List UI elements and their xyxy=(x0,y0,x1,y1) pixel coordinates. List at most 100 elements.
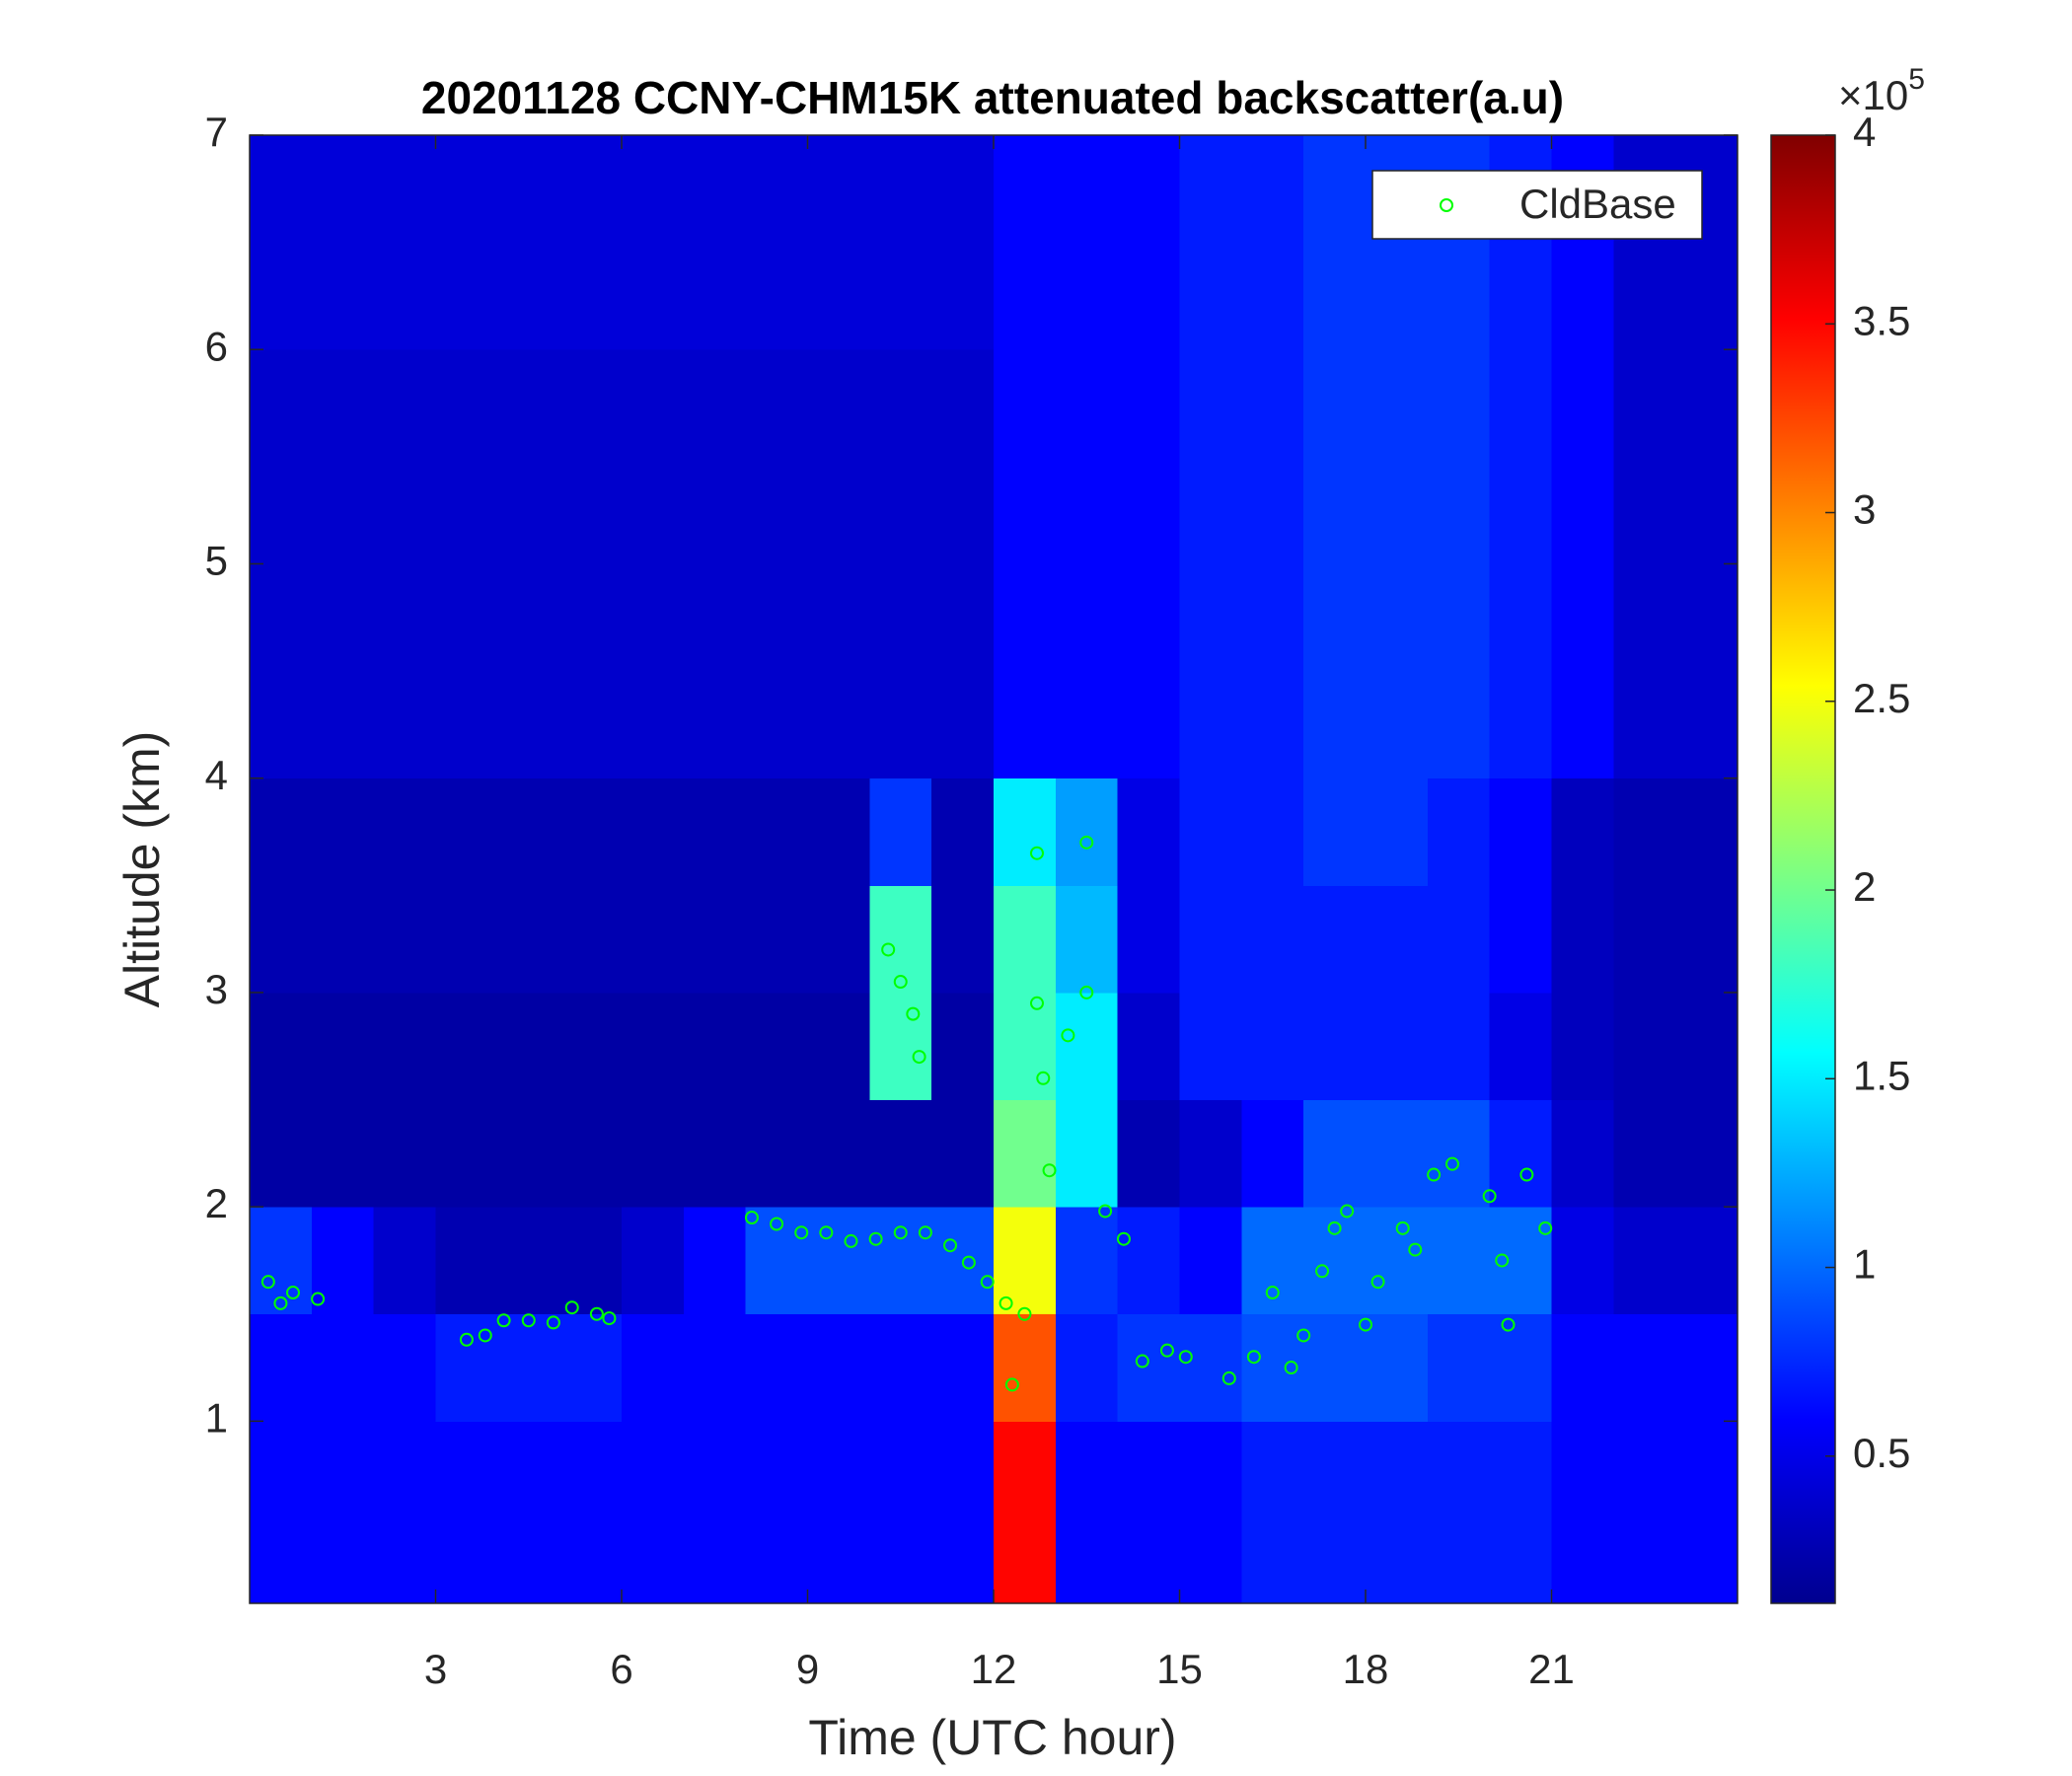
heatmap-cell xyxy=(311,777,375,886)
heatmap-cell xyxy=(1366,1313,1429,1422)
heatmap-cell xyxy=(1366,1207,1429,1315)
heatmap-cell xyxy=(435,1313,498,1422)
heatmap-cell xyxy=(745,349,808,458)
heatmap-cell xyxy=(1241,1099,1304,1208)
cloud-base-point xyxy=(564,1300,579,1315)
heatmap-cell xyxy=(931,885,995,994)
heatmap-cell xyxy=(1241,777,1304,886)
cloud-base-point xyxy=(881,942,896,957)
cloud-base-point xyxy=(1408,1242,1423,1257)
heatmap-cell xyxy=(1055,1527,1119,1604)
heatmap-cell xyxy=(1055,349,1119,458)
heatmap-cell xyxy=(1117,671,1180,779)
heatmap-cell xyxy=(622,1527,685,1604)
heatmap-cell xyxy=(559,671,623,779)
heatmap-cell xyxy=(373,563,436,672)
multiplier-text: ×10 xyxy=(1838,72,1908,118)
heatmap-cell xyxy=(373,135,436,244)
cloud-base-point xyxy=(943,1238,958,1253)
cloud-base-point xyxy=(546,1315,560,1330)
heatmap-cell xyxy=(1179,135,1242,244)
cloud-base-point xyxy=(1004,1377,1019,1392)
heatmap-cell xyxy=(1179,671,1242,779)
heatmap-cell xyxy=(1613,1313,1676,1422)
heatmap-cell xyxy=(435,1207,498,1315)
cloud-base-point xyxy=(893,975,908,990)
colorbar-tick-label: 0.5 xyxy=(1853,1430,1910,1476)
x-axis-label: Time (UTC hour) xyxy=(808,1710,1176,1765)
cloud-base-point xyxy=(521,1313,536,1328)
heatmap-cell xyxy=(1489,242,1552,350)
heatmap-cell xyxy=(683,671,747,779)
heatmap-cell xyxy=(931,777,995,886)
legend: CldBase xyxy=(1440,181,1676,227)
heatmap-cell xyxy=(1489,349,1552,458)
heatmap-cell xyxy=(1427,992,1491,1101)
heatmap-cell xyxy=(683,563,747,672)
heatmap-cell xyxy=(994,242,1057,350)
heatmap-cell xyxy=(1055,1313,1119,1422)
heatmap-cell xyxy=(373,777,436,886)
heatmap-cell xyxy=(1055,671,1119,779)
colorbar-tick-label: 1.5 xyxy=(1853,1052,1910,1098)
heatmap-cell xyxy=(1675,1313,1739,1422)
heatmap-cell xyxy=(869,777,932,886)
colorbar-multiplier: ×105 xyxy=(1838,63,1925,118)
heatmap-cell xyxy=(683,135,747,244)
heatmap-cell xyxy=(1117,135,1180,244)
heatmap-cell xyxy=(435,1527,498,1604)
heatmap-cell xyxy=(1303,777,1367,886)
heatmap-cell xyxy=(1427,1527,1491,1604)
heatmap-cell xyxy=(435,563,498,672)
heatmap-cell xyxy=(311,1313,375,1422)
cloud-base-point xyxy=(1246,1350,1261,1365)
cloud-base-point xyxy=(1395,1221,1410,1235)
heatmap-cell xyxy=(1117,242,1180,350)
cloud-base-point xyxy=(496,1313,511,1328)
heatmap-cell xyxy=(1241,349,1304,458)
heatmap-cell xyxy=(745,885,808,994)
heatmap-cell xyxy=(683,242,747,350)
heatmap-cell xyxy=(745,1207,808,1315)
heatmap-cell xyxy=(994,1527,1057,1604)
heatmap-cell xyxy=(250,349,313,458)
heatmap-cell xyxy=(1551,242,1614,350)
heatmap-cell xyxy=(931,1313,995,1422)
cloud-base-point xyxy=(273,1295,288,1310)
x-tick-label: 18 xyxy=(1343,1646,1389,1692)
heatmap-cell xyxy=(807,671,870,779)
heatmap-cell xyxy=(1489,1421,1552,1529)
heatmap-cell xyxy=(622,349,685,458)
heatmap-cell xyxy=(311,1099,375,1208)
heatmap-cell xyxy=(994,1099,1057,1208)
cloud-base-point xyxy=(906,1006,921,1021)
heatmap-cell xyxy=(1613,349,1676,458)
heatmap-cell xyxy=(1179,1527,1242,1604)
heatmap-cell xyxy=(622,885,685,994)
cloud-base-point xyxy=(893,1225,908,1240)
heatmap-cell xyxy=(497,349,560,458)
cloud-base-point xyxy=(1079,985,1094,999)
heatmap-cell xyxy=(931,992,995,1101)
heatmap-cell xyxy=(869,992,932,1101)
heatmap-cell xyxy=(869,1313,932,1422)
cloud-base-point xyxy=(770,1217,784,1231)
heatmap-cell xyxy=(869,1527,932,1604)
cloud-base-point xyxy=(459,1332,474,1347)
heatmap-cell xyxy=(1055,1207,1119,1315)
cloud-base-point xyxy=(1036,1071,1051,1085)
cloud-base-point xyxy=(1495,1253,1510,1268)
heatmap-cell xyxy=(435,671,498,779)
heatmap-cell xyxy=(683,1099,747,1208)
heatmap-cell xyxy=(1055,992,1119,1101)
heatmap-cell xyxy=(435,1099,498,1208)
heatmap-cell xyxy=(497,563,560,672)
y-tick-label: 1 xyxy=(205,1394,228,1441)
heatmap-cell xyxy=(807,563,870,672)
heatmap-cell xyxy=(745,1421,808,1529)
heatmap-cell xyxy=(1055,456,1119,564)
cloud-base-point xyxy=(1538,1221,1553,1235)
heatmap-cell xyxy=(311,563,375,672)
cloud-base-point xyxy=(912,1050,926,1065)
heatmap-cell xyxy=(311,349,375,458)
